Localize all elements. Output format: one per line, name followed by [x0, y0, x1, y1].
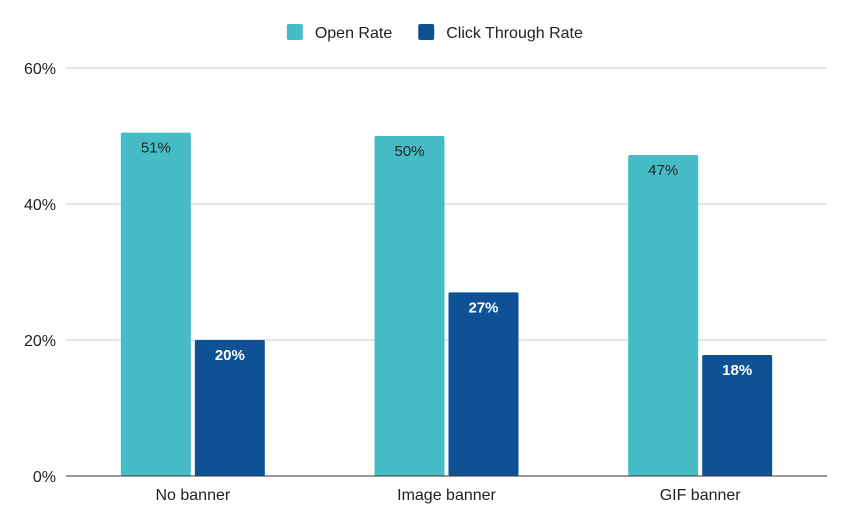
chart-container: 51% 20% 50% 27% 47% 18% 0% 20% 40% 60% No banner I… — [0, 0, 850, 527]
bar-open-rate — [375, 136, 445, 476]
data-label: 27% — [468, 299, 498, 316]
bar-chart: 51% 20% 50% 27% 47% 18% 0% 20% 40% 60% No banner I… — [0, 0, 850, 527]
x-tick-label: GIF banner — [660, 487, 742, 504]
y-tick-label: 20% — [24, 333, 56, 350]
legend-label-open-rate: Open Rate — [315, 25, 392, 42]
data-label: 20% — [215, 347, 245, 364]
legend-swatch-open-rate — [287, 24, 303, 40]
legend: Open Rate Click Through Rate — [287, 24, 583, 42]
y-tick-label: 40% — [24, 197, 56, 214]
bar-open-rate — [121, 133, 191, 476]
bar-open-rate — [628, 155, 698, 476]
legend-label-click-through-rate: Click Through Rate — [446, 25, 583, 42]
data-label: 47% — [648, 162, 678, 179]
y-tick-label: 0% — [33, 469, 56, 486]
bar-click-through-rate — [449, 292, 519, 476]
legend-swatch-click-through-rate — [418, 24, 434, 40]
x-tick-label: No banner — [155, 487, 230, 504]
y-tick-label: 60% — [24, 61, 56, 78]
data-label: 51% — [141, 140, 171, 157]
x-tick-label: Image banner — [397, 487, 496, 504]
data-label: 18% — [722, 362, 752, 379]
data-label: 50% — [394, 143, 424, 160]
bars: 51% 20% 50% 27% 47% 18% — [121, 133, 772, 476]
